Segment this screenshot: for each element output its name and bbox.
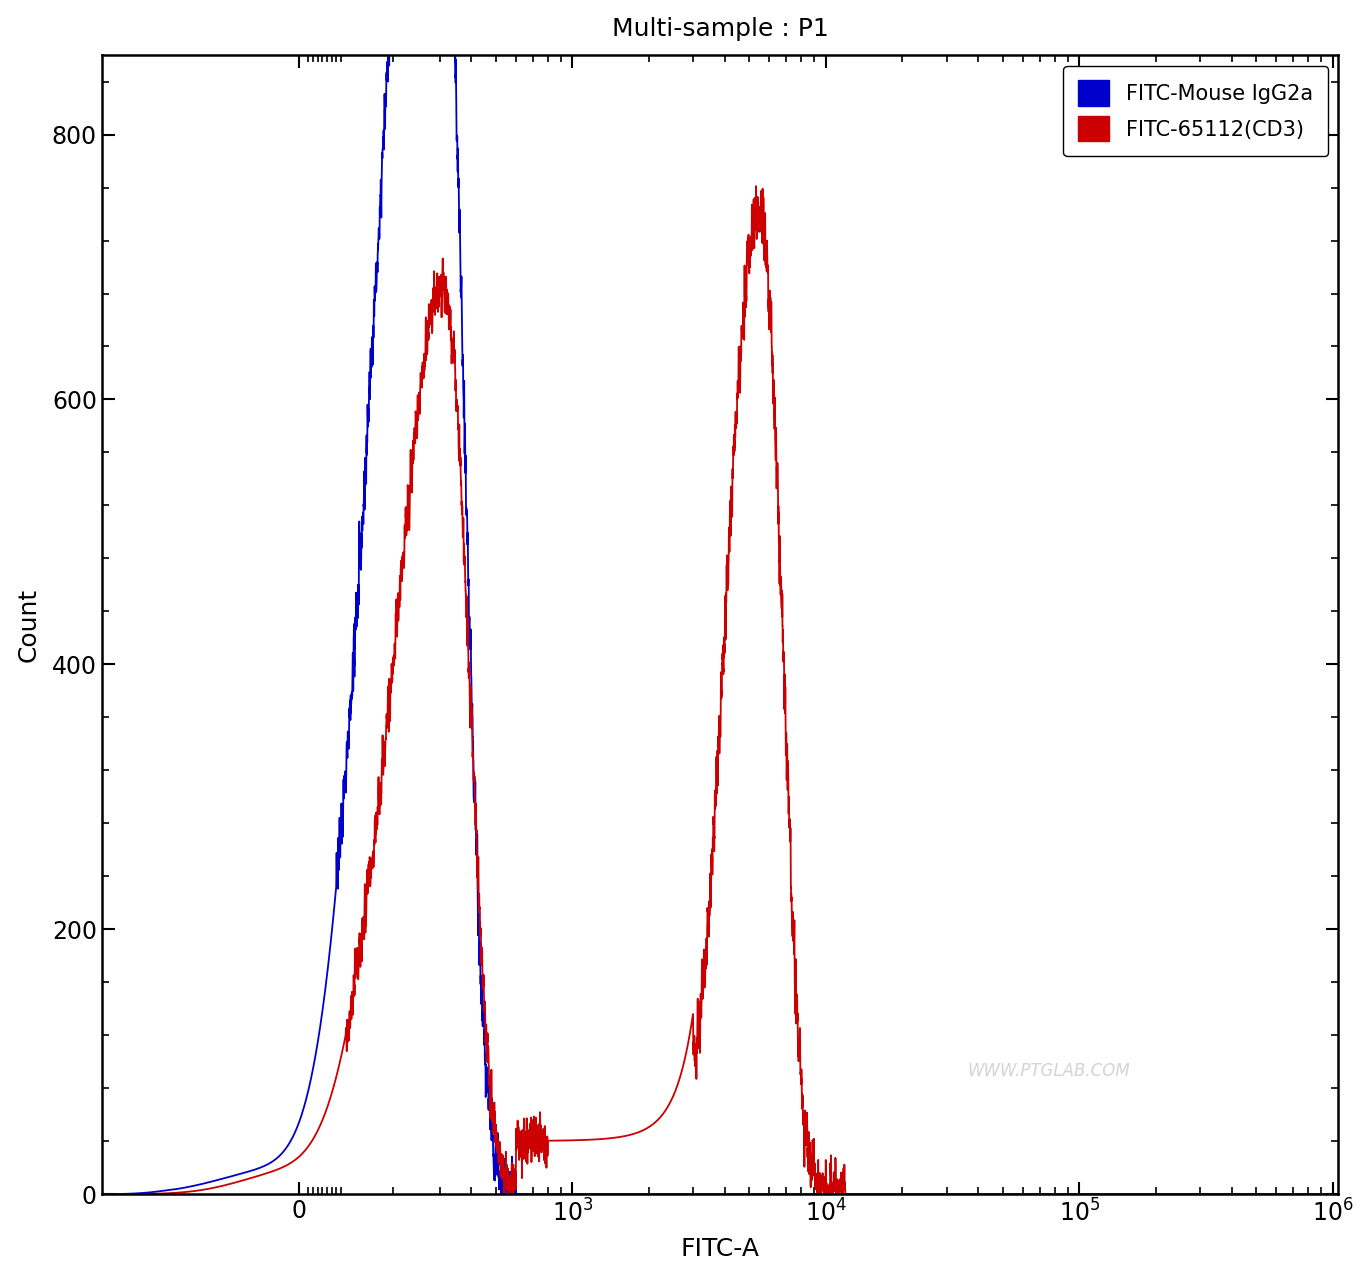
Legend: FITC-Mouse IgG2a, FITC-65112(CD3): FITC-Mouse IgG2a, FITC-65112(CD3) [1064, 65, 1327, 156]
Title: Multi-sample : P1: Multi-sample : P1 [611, 17, 828, 41]
Text: WWW.PTGLAB.COM: WWW.PTGLAB.COM [967, 1062, 1130, 1080]
Y-axis label: Count: Count [16, 588, 41, 662]
X-axis label: FITC-A: FITC-A [680, 1237, 760, 1261]
